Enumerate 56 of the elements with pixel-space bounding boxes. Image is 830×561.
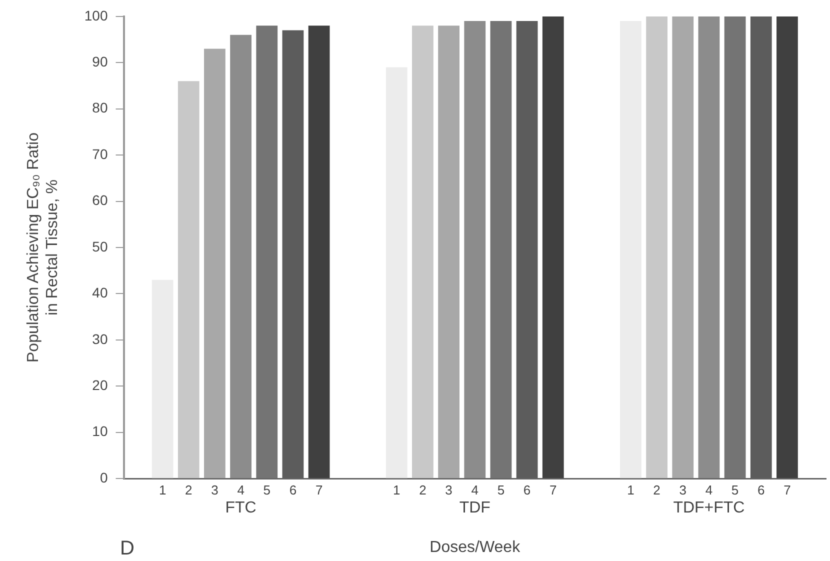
text: 2 xyxy=(653,482,660,498)
series-label: 5 xyxy=(263,482,270,498)
bar xyxy=(646,16,668,478)
text: 1 xyxy=(627,482,634,498)
bar xyxy=(230,34,252,478)
text: 4 xyxy=(471,482,478,498)
bar xyxy=(308,26,330,478)
y-tick-label: 80 xyxy=(92,100,108,116)
text: D xyxy=(120,538,134,560)
bar xyxy=(672,16,694,478)
bar xyxy=(490,21,512,478)
x-axis-title: Doses/Week xyxy=(430,538,522,556)
y-tick-label: 50 xyxy=(92,238,108,254)
bar xyxy=(776,16,798,478)
series-label: 3 xyxy=(211,482,218,498)
text: 7 xyxy=(784,482,791,498)
bar xyxy=(256,26,278,478)
series-label: 2 xyxy=(185,482,192,498)
text: 5 xyxy=(497,482,505,498)
y-tick-label: 100 xyxy=(84,7,108,24)
text: 3 xyxy=(445,482,452,498)
bar xyxy=(620,21,642,478)
bar xyxy=(386,67,408,478)
series-label: 7 xyxy=(315,482,323,498)
x-tick-label: TDF xyxy=(459,500,491,517)
text: 7 xyxy=(550,482,557,498)
y-axis-title: Population Achieving EC₉₀ Ratio in Rectal Tissue, % xyxy=(25,132,62,363)
x-tick-label: FTC xyxy=(225,500,256,517)
y-tick-label: 90 xyxy=(92,53,108,70)
bar xyxy=(724,16,746,478)
text: 1 xyxy=(393,482,400,498)
y-tick-label: 30 xyxy=(92,330,108,347)
bar xyxy=(204,48,226,478)
y-tick-label: 0 xyxy=(100,469,108,486)
y-tick-label: 60 xyxy=(92,192,108,208)
text: 4 xyxy=(705,482,713,498)
text: 6 xyxy=(523,482,531,498)
y-tick-label: 40 xyxy=(92,284,108,301)
bar xyxy=(698,16,720,478)
y-tick-label: 70 xyxy=(92,146,108,162)
series-label: 6 xyxy=(289,482,297,498)
text: 5 xyxy=(731,482,739,498)
series-label: 4 xyxy=(237,482,244,498)
x-tick-label: TDF+FTC xyxy=(673,500,745,517)
bar xyxy=(438,26,460,478)
bar xyxy=(542,16,564,478)
y-tick-label: 20 xyxy=(92,377,108,394)
bar xyxy=(152,280,174,478)
bar xyxy=(464,21,486,478)
text: 6 xyxy=(758,482,765,498)
y-tick-label: 10 xyxy=(92,423,108,440)
series-label: 1 xyxy=(158,482,166,498)
bar xyxy=(412,26,434,478)
text: 3 xyxy=(679,482,686,498)
text: 2 xyxy=(419,482,426,498)
bar xyxy=(178,81,200,478)
